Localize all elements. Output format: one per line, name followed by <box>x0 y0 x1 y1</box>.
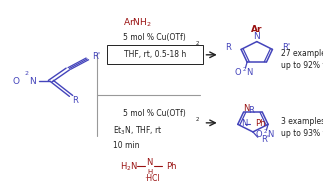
Text: R: R <box>72 96 78 105</box>
Text: $\mathdefault{H_2N}$: $\mathdefault{H_2N}$ <box>120 160 137 173</box>
Text: Ph: Ph <box>255 119 266 128</box>
Text: N: N <box>146 158 153 167</box>
Text: R': R' <box>261 135 269 144</box>
Text: 27 examples: 27 examples <box>281 49 323 58</box>
Text: 5 mol % Cu(OTf): 5 mol % Cu(OTf) <box>123 33 185 42</box>
Text: 3 examples: 3 examples <box>281 117 323 126</box>
Text: R: R <box>248 106 254 115</box>
Text: Ph: Ph <box>166 162 177 171</box>
Text: 2: 2 <box>195 117 199 122</box>
Text: R: R <box>225 43 231 52</box>
Text: 2: 2 <box>242 67 246 72</box>
Text: R': R' <box>282 43 290 52</box>
Text: Ar: Ar <box>251 25 263 34</box>
Text: ·HCl: ·HCl <box>144 174 160 183</box>
Text: 2: 2 <box>24 71 28 76</box>
Text: O: O <box>13 77 20 86</box>
Text: O: O <box>255 130 262 139</box>
Text: $\mathdefault{ArNH_2}$: $\mathdefault{ArNH_2}$ <box>123 16 151 29</box>
Text: N: N <box>241 119 247 128</box>
Text: 2: 2 <box>263 129 267 134</box>
Text: 10 min: 10 min <box>113 141 140 150</box>
Text: N: N <box>254 32 260 41</box>
Text: up to 93% yield: up to 93% yield <box>281 129 323 138</box>
Text: 2: 2 <box>195 41 199 46</box>
Text: R': R' <box>92 52 100 61</box>
Bar <box>107 45 203 64</box>
Text: H: H <box>147 169 152 175</box>
Text: 5 mol % Cu(OTf): 5 mol % Cu(OTf) <box>123 109 185 118</box>
Text: N: N <box>244 104 250 113</box>
Text: O: O <box>234 68 241 77</box>
Text: up to 92% yield: up to 92% yield <box>281 61 323 70</box>
Text: $\mathdefault{Et_3N}$, THF, rt: $\mathdefault{Et_3N}$, THF, rt <box>113 124 163 137</box>
Text: N: N <box>267 130 274 139</box>
Text: N: N <box>29 77 36 86</box>
Text: THF, rt, 0.5-18 h: THF, rt, 0.5-18 h <box>124 50 186 59</box>
Text: N: N <box>246 68 253 77</box>
